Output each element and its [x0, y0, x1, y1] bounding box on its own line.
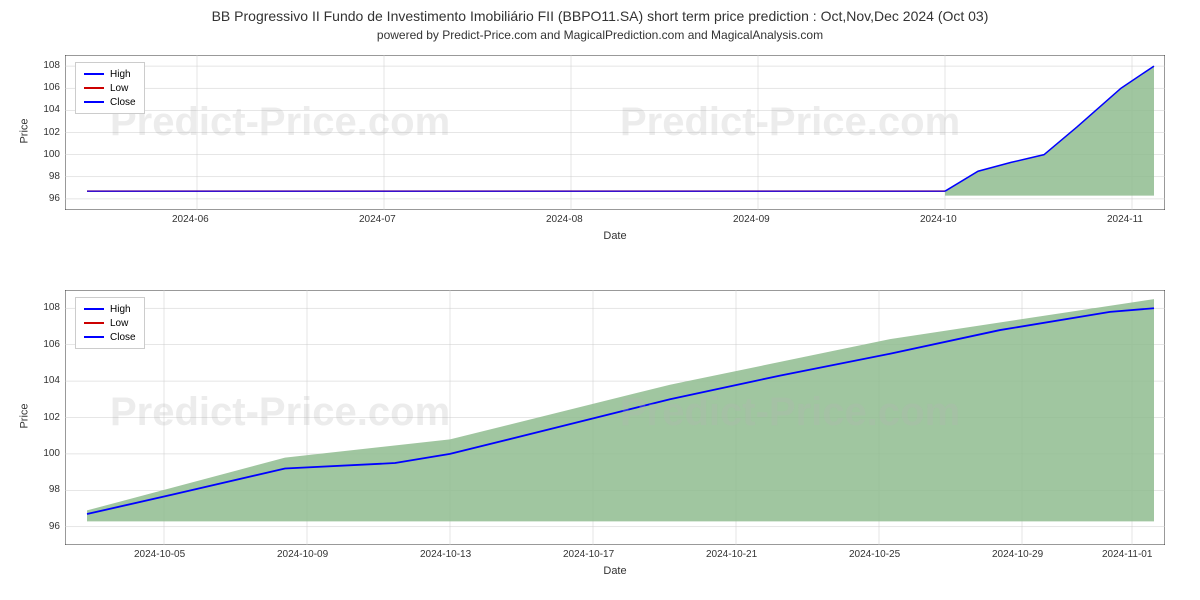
- chart-container: BB Progressivo II Fundo de Investimento …: [0, 0, 1200, 600]
- chart1-ylabel: Price: [19, 118, 31, 143]
- legend-swatch: [84, 87, 104, 89]
- chart2-xtick: 2024-10-09: [277, 549, 328, 560]
- legend-item: Low: [84, 81, 136, 95]
- legend-swatch: [84, 336, 104, 338]
- chart2-xtick: 2024-10-13: [420, 549, 471, 560]
- legend-label: Low: [110, 83, 128, 94]
- chart1-ytick: 108: [38, 60, 60, 71]
- legend-swatch: [84, 101, 104, 103]
- chart2-legend: High Low Close: [75, 297, 145, 349]
- chart1-ytick: 106: [38, 82, 60, 93]
- chart1-ytick: 104: [38, 104, 60, 115]
- chart2-ytick: 104: [38, 375, 60, 386]
- chart-subtitle: powered by Predict-Price.com and Magical…: [0, 28, 1200, 42]
- chart2-xtick: 2024-10-21: [706, 549, 757, 560]
- chart1-xlabel: Date: [65, 230, 1165, 242]
- chart2-xtick: 2024-10-05: [134, 549, 185, 560]
- legend-label: Low: [110, 318, 128, 329]
- chart2-ytick: 108: [38, 302, 60, 313]
- chart2-ytick: 106: [38, 339, 60, 350]
- legend-item: Close: [84, 330, 136, 344]
- legend-swatch: [84, 322, 104, 324]
- chart2-xtick: 2024-11-01: [1102, 549, 1152, 560]
- legend-item: Low: [84, 316, 136, 330]
- legend-label: Close: [110, 332, 136, 343]
- chart1-xtick: 2024-07: [359, 214, 396, 225]
- legend-label: Close: [110, 97, 136, 108]
- legend-label: High: [110, 69, 131, 80]
- chart1-xtick: 2024-11: [1107, 214, 1143, 225]
- chart2-ytick: 102: [38, 412, 60, 423]
- top-chart: [65, 55, 1165, 210]
- chart2-ylabel: Price: [19, 403, 31, 428]
- chart1-ytick: 102: [38, 127, 60, 138]
- bottom-chart: [65, 290, 1165, 545]
- chart1-ytick: 100: [38, 149, 60, 160]
- chart1-xtick: 2024-08: [546, 214, 583, 225]
- chart2-xlabel: Date: [65, 565, 1165, 577]
- chart-title: BB Progressivo II Fundo de Investimento …: [0, 8, 1200, 24]
- legend-swatch: [84, 73, 104, 75]
- chart2-xtick: 2024-10-29: [992, 549, 1043, 560]
- legend-item: High: [84, 67, 136, 81]
- chart2-ytick: 96: [38, 521, 60, 532]
- chart1-xtick: 2024-09: [733, 214, 770, 225]
- chart2-xtick: 2024-10-17: [563, 549, 614, 560]
- chart1-legend: High Low Close: [75, 62, 145, 114]
- chart2-ytick: 98: [38, 484, 60, 495]
- chart1-xtick: 2024-10: [920, 214, 957, 225]
- legend-item: High: [84, 302, 136, 316]
- chart1-xtick: 2024-06: [172, 214, 209, 225]
- chart1-ytick: 96: [38, 193, 60, 204]
- chart2-ytick: 100: [38, 448, 60, 459]
- chart1-ytick: 98: [38, 171, 60, 182]
- legend-swatch: [84, 308, 104, 310]
- legend-label: High: [110, 304, 131, 315]
- chart2-xtick: 2024-10-25: [849, 549, 900, 560]
- legend-item: Close: [84, 95, 136, 109]
